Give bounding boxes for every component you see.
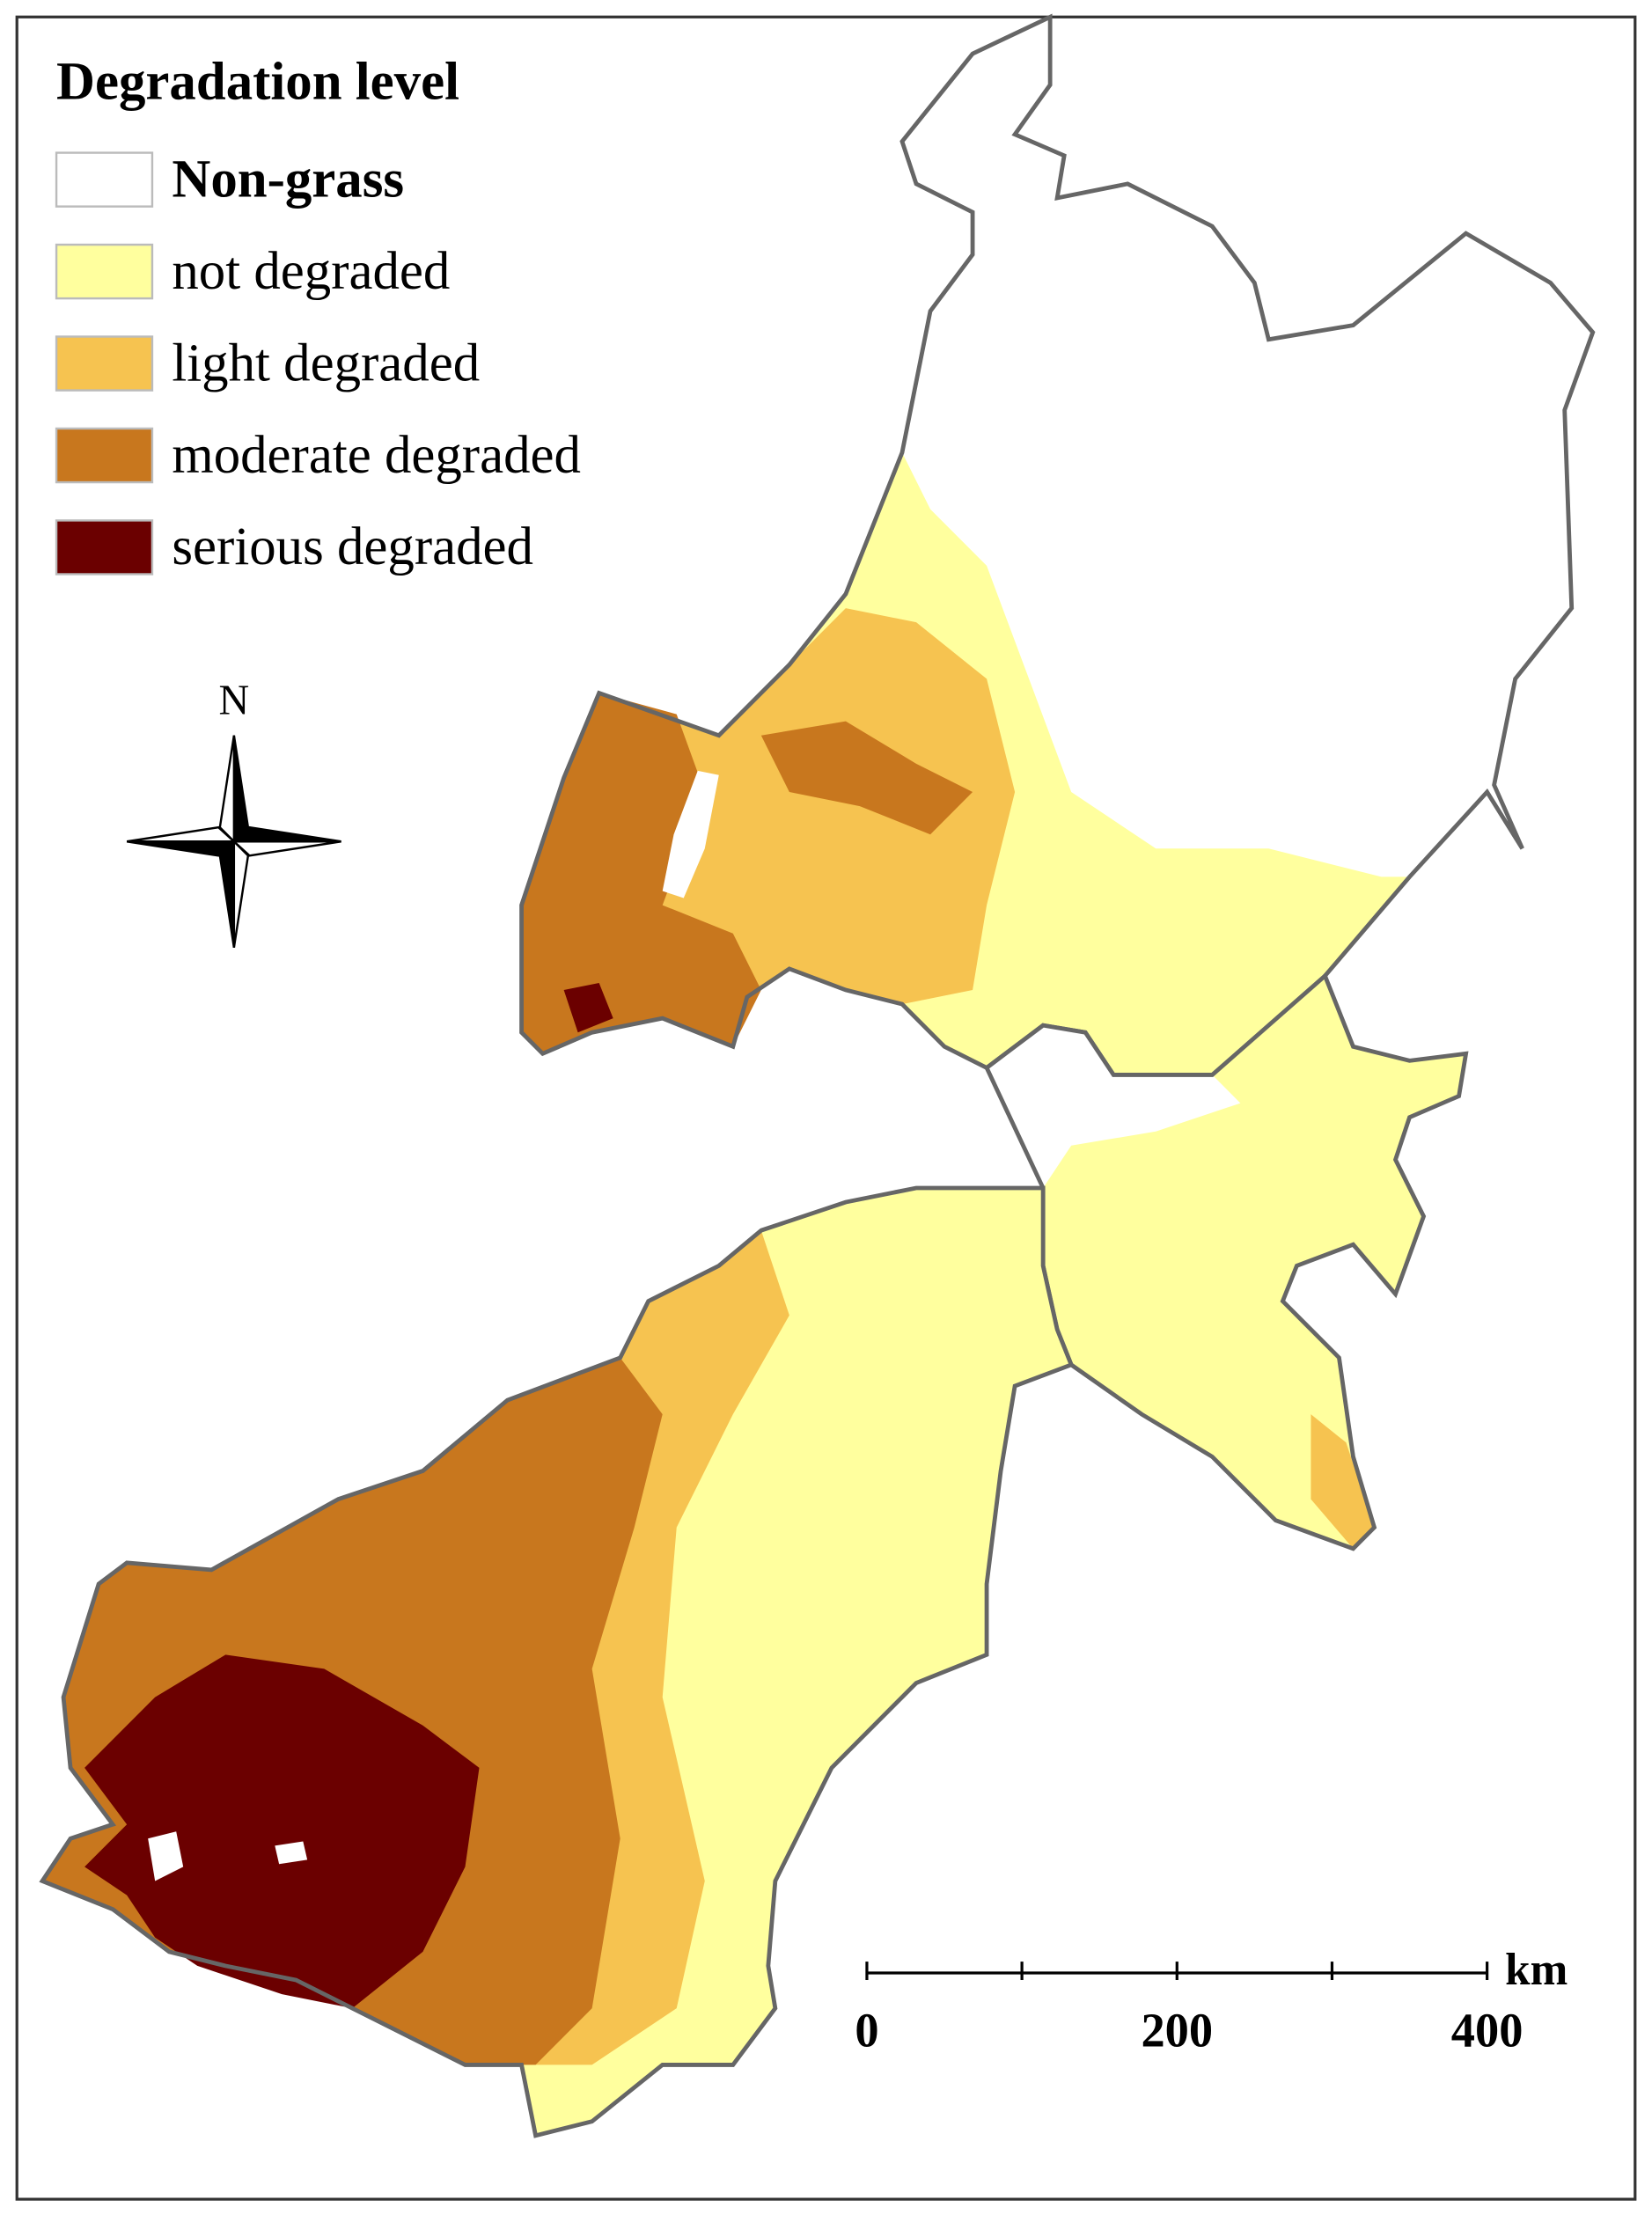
- arrow-part: [126, 840, 237, 857]
- north-arrow: N: [126, 678, 341, 948]
- legend-swatch: [55, 519, 154, 576]
- region-fill: [148, 1831, 184, 1881]
- legend-label: light degraded: [172, 334, 480, 392]
- boundary: [984, 972, 1469, 1551]
- legend-swatch: [55, 243, 154, 300]
- legend-items: Non-grass not degraded light degraded moder…: [55, 150, 581, 576]
- region-fill: [84, 1654, 480, 2009]
- legend-swatch: [55, 427, 154, 484]
- legend-swatch: [55, 335, 154, 392]
- scale-label: 0: [855, 2003, 878, 2057]
- scale-label: 200: [1141, 2003, 1213, 2057]
- region-southwest: [39, 1185, 1075, 2138]
- legend-label: serious degraded: [172, 517, 533, 576]
- region-southeast: [984, 972, 1469, 1551]
- region-fill: [275, 1841, 308, 1865]
- legend-title: Degradation level: [56, 52, 459, 111]
- boundary: [39, 1185, 1075, 2138]
- north-label: N: [219, 678, 250, 724]
- region-fill: [563, 982, 613, 1033]
- legend: Degradation level Non-grass not degraded l…: [55, 52, 581, 576]
- legend-label: not degraded: [172, 242, 450, 301]
- lake: [662, 770, 719, 898]
- region-fill: [1311, 1414, 1375, 1549]
- legend-label: moderate degraded: [172, 426, 581, 485]
- legend-swatch: [55, 151, 154, 208]
- scale-bar: [865, 1962, 1489, 1980]
- scale-unit: km: [1505, 1945, 1568, 1995]
- region-fill: [760, 721, 973, 835]
- arrow-part: [231, 840, 341, 857]
- legend-label: Non-grass: [172, 150, 404, 209]
- region-fill: [987, 1025, 1241, 1188]
- scale-label: 400: [1451, 2003, 1524, 2057]
